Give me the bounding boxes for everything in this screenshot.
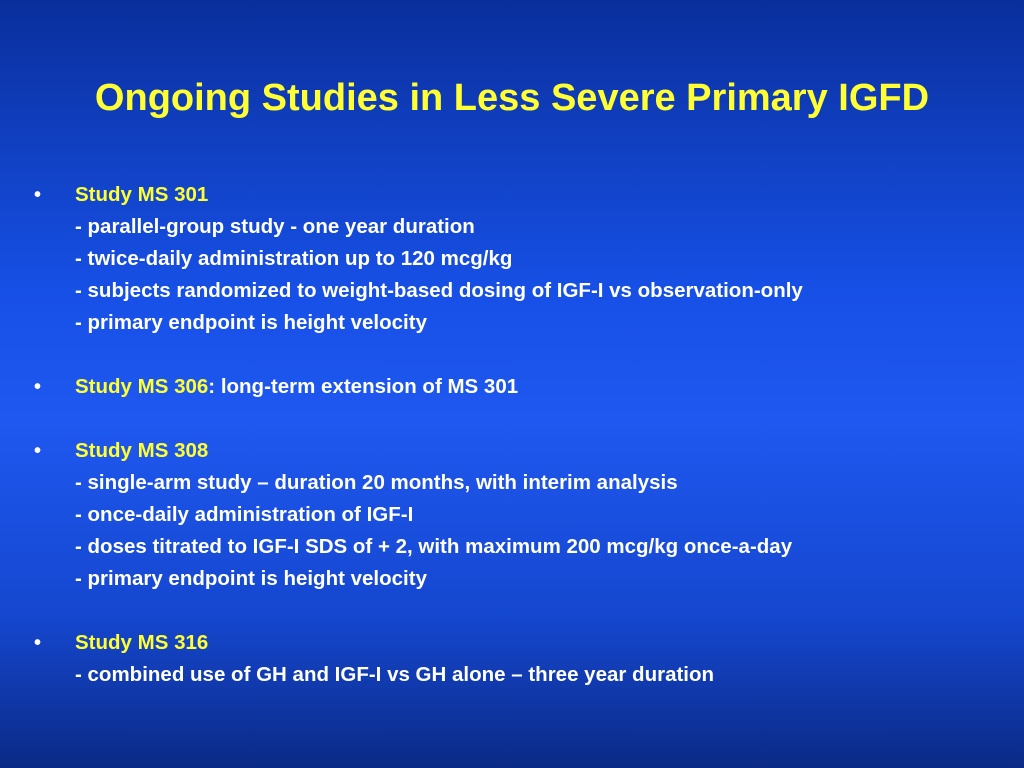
study-heading: Study MS 306 bbox=[75, 375, 209, 398]
study-heading-suffix: : long-term extension of MS 301 bbox=[208, 375, 519, 398]
bullet-icon: • bbox=[34, 440, 42, 462]
bullet-icon: • bbox=[34, 632, 42, 654]
study-detail-line: - doses titrated to IGF-I SDS of + 2, wi… bbox=[75, 535, 793, 558]
study-detail-line: - combined use of GH and IGF-I vs GH alo… bbox=[75, 663, 715, 686]
bullet-icon: • bbox=[34, 184, 42, 206]
study-detail-line: - subjects randomized to weight-based do… bbox=[75, 279, 803, 302]
study-heading: Study MS 308 bbox=[75, 439, 209, 462]
bullet-list: • Study MS 301 - parallel-group study - … bbox=[34, 179, 1014, 723]
bullet-heading-line: Study MS 306: long-term extension of MS … bbox=[75, 371, 1014, 403]
study-detail-line: - parallel-group study - one year durati… bbox=[75, 215, 475, 238]
study-detail-line: - primary endpoint is height velocity bbox=[75, 311, 427, 334]
bullet-item-ms-316: • Study MS 316 - combined use of GH and … bbox=[34, 627, 1014, 691]
study-detail-line: - once-daily administration of IGF-I bbox=[75, 503, 414, 526]
slide-title: Ongoing Studies in Less Severe Primary I… bbox=[94, 77, 930, 119]
study-detail-line: - twice-daily administration up to 120 m… bbox=[75, 247, 513, 270]
bullet-heading-line: Study MS 308 bbox=[75, 435, 1014, 467]
study-heading: Study MS 316 bbox=[75, 631, 209, 654]
bullet-heading-line: Study MS 301 bbox=[75, 179, 1014, 211]
study-heading: Study MS 301 bbox=[75, 183, 209, 206]
bullet-item-ms-301: • Study MS 301 - parallel-group study - … bbox=[34, 179, 1014, 339]
bullet-item-ms-308: • Study MS 308 - single-arm study – dura… bbox=[34, 435, 1014, 595]
study-detail-line: - primary endpoint is height velocity bbox=[75, 567, 427, 590]
bullet-icon: • bbox=[34, 376, 42, 398]
bullet-item-ms-306: • Study MS 306: long-term extension of M… bbox=[34, 371, 1014, 403]
bullet-heading-line: Study MS 316 bbox=[75, 627, 1014, 659]
study-detail-line: - single-arm study – duration 20 months,… bbox=[75, 471, 678, 494]
